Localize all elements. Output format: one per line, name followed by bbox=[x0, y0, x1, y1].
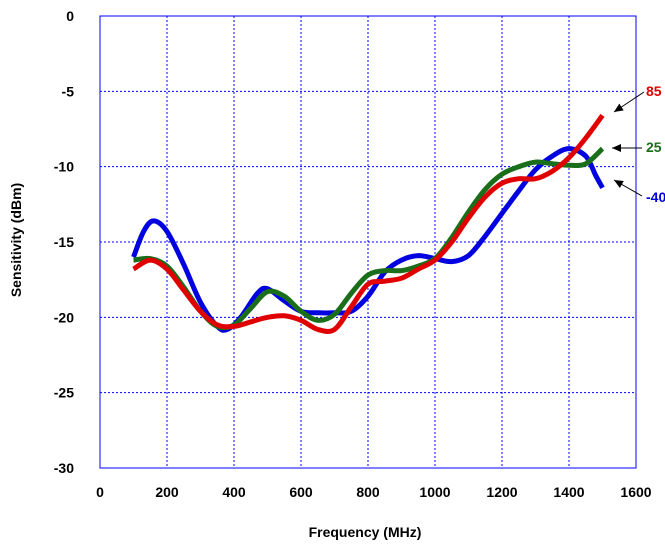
label-pointer-arrowhead bbox=[612, 144, 621, 152]
y-tick-label: -25 bbox=[54, 385, 74, 401]
x-tick-label: 200 bbox=[155, 484, 179, 500]
x-tick-label: 1200 bbox=[486, 484, 517, 500]
y-tick-label: -5 bbox=[62, 83, 75, 99]
x-tick-label: 600 bbox=[289, 484, 313, 500]
x-tick-label: 0 bbox=[96, 484, 104, 500]
y-axis-tick-labels: 0 -5 -10 -15 -20 -25 -30 bbox=[54, 8, 74, 476]
x-tick-label: 1600 bbox=[620, 484, 651, 500]
series-lines bbox=[131, 113, 605, 334]
y-tick-label: -10 bbox=[54, 159, 74, 175]
y-tick-label: -15 bbox=[54, 234, 74, 250]
x-axis-tick-labels: 0 200 400 600 800 1000 1200 1400 1600 bbox=[96, 484, 652, 500]
x-axis-title: Frequency (MHz) bbox=[309, 524, 422, 540]
y-tick-label: -20 bbox=[54, 309, 74, 325]
x-tick-label: 1400 bbox=[553, 484, 584, 500]
y-tick-label: 0 bbox=[66, 8, 74, 24]
plot-area-frame bbox=[99, 15, 637, 469]
label-pointer-arrowhead bbox=[614, 180, 624, 188]
y-axis-title: Sensitivity (dBm) bbox=[8, 183, 24, 297]
y-tick-label: -30 bbox=[54, 460, 74, 476]
x-tick-label: 800 bbox=[356, 484, 380, 500]
x-tick-label: 400 bbox=[222, 484, 246, 500]
series-line-85 bbox=[132, 113, 605, 334]
label-pointer-arrowhead bbox=[614, 103, 624, 112]
series-label-85: 85 bbox=[646, 83, 662, 99]
grid bbox=[100, 16, 636, 468]
series-label-25: 25 bbox=[646, 139, 662, 155]
series-line--40 bbox=[131, 146, 605, 333]
series-label--40: -40 bbox=[646, 189, 665, 205]
x-tick-label: 1000 bbox=[419, 484, 450, 500]
series-end-labels: 85 25 -40 bbox=[612, 83, 665, 205]
